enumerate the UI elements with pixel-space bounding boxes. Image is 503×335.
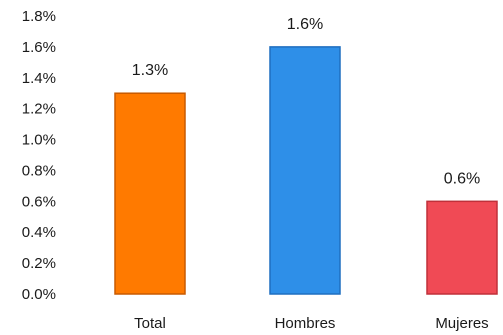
x-tick-label-mujeres: Mujeres [435, 315, 488, 332]
data-labels: 1.3% 1.6% 0.6% [132, 16, 480, 187]
y-tick-label: 1.6% [22, 39, 56, 56]
bar-hombres [269, 46, 341, 295]
y-tick-label: 1.0% [22, 132, 56, 149]
data-label-hombres: 1.6% [287, 16, 323, 33]
y-tick-label: 0.6% [22, 193, 56, 210]
x-tick-label-hombres: Hombres [275, 315, 336, 332]
y-tick-label: 0.4% [22, 224, 56, 241]
y-tick-label: 0.2% [22, 255, 56, 272]
bar-total [114, 92, 186, 295]
y-tick-label: 1.4% [22, 70, 56, 87]
y-tick-label: 1.2% [22, 101, 56, 118]
bars [114, 46, 498, 295]
x-axis: Total Hombres Mujeres [134, 315, 489, 332]
x-tick-label-total: Total [134, 315, 166, 332]
data-label-total: 1.3% [132, 62, 168, 79]
data-label-mujeres: 0.6% [444, 170, 480, 187]
y-tick-label: 0.0% [22, 286, 56, 303]
y-tick-label: 0.8% [22, 162, 56, 179]
y-axis: 0.0% 0.2% 0.4% 0.6% 0.8% 1.0% 1.2% 1.4% 1.6% 1.8% [22, 8, 56, 303]
bar-mujeres [426, 200, 498, 295]
y-tick-label: 1.8% [22, 8, 56, 25]
